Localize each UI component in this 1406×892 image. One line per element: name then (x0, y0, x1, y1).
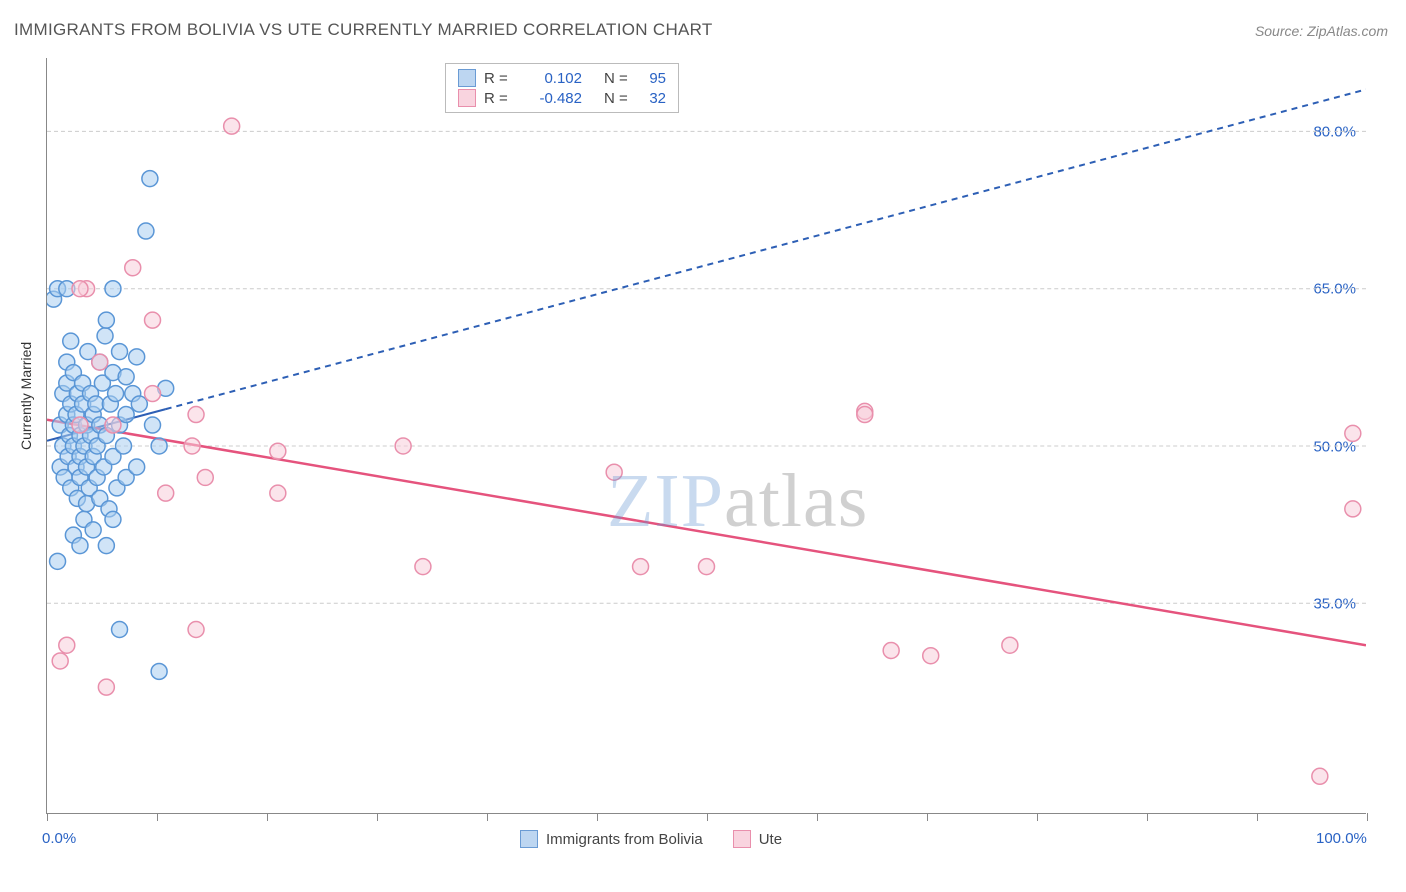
legend-item-2-label: Ute (759, 831, 782, 848)
series-2-swatch-icon (733, 830, 751, 848)
series-1-swatch-icon (520, 830, 538, 848)
x-tick (817, 813, 818, 821)
x-tick (927, 813, 928, 821)
series-1-swatch-icon (458, 69, 476, 87)
chart-svg (47, 58, 1366, 813)
r-value-1: 0.102 (522, 70, 582, 87)
legend-stats-row-2: R = -0.482 N = 32 (458, 88, 666, 108)
x-tick (487, 813, 488, 821)
x-tick (597, 813, 598, 821)
n-value-2: 32 (642, 90, 666, 107)
x-tick (157, 813, 158, 821)
n-label: N = (604, 90, 634, 107)
r-label: R = (484, 70, 514, 87)
x-tick (707, 813, 708, 821)
x-tick (1367, 813, 1368, 821)
plot-area: ZIPatlas 35.0%50.0%65.0%80.0% (46, 58, 1366, 814)
x-tick (1037, 813, 1038, 821)
x-tick (1257, 813, 1258, 821)
x-tick-label-min: 0.0% (42, 830, 76, 847)
n-label: N = (604, 70, 634, 87)
legend-item-1-label: Immigrants from Bolivia (546, 831, 703, 848)
chart-container: IMMIGRANTS FROM BOLIVIA VS UTE CURRENTLY… (0, 0, 1406, 892)
chart-title: IMMIGRANTS FROM BOLIVIA VS UTE CURRENTLY… (14, 20, 713, 40)
r-value-2: -0.482 (522, 90, 582, 107)
n-value-1: 95 (642, 70, 666, 87)
legend-stats: R = 0.102 N = 95 R = -0.482 N = 32 (445, 63, 679, 113)
legend-item-1: Immigrants from Bolivia (520, 830, 703, 848)
x-tick-label-max: 100.0% (1316, 830, 1367, 847)
r-label: R = (484, 90, 514, 107)
series-2-swatch-icon (458, 89, 476, 107)
x-tick (267, 813, 268, 821)
legend-item-2: Ute (733, 830, 782, 848)
y-axis-title: Currently Married (18, 342, 34, 450)
source-label: Source: ZipAtlas.com (1255, 23, 1388, 39)
legend-bottom: Immigrants from Bolivia Ute (520, 830, 782, 848)
legend-stats-row-1: R = 0.102 N = 95 (458, 68, 666, 88)
x-tick (377, 813, 378, 821)
x-tick (47, 813, 48, 821)
x-tick (1147, 813, 1148, 821)
